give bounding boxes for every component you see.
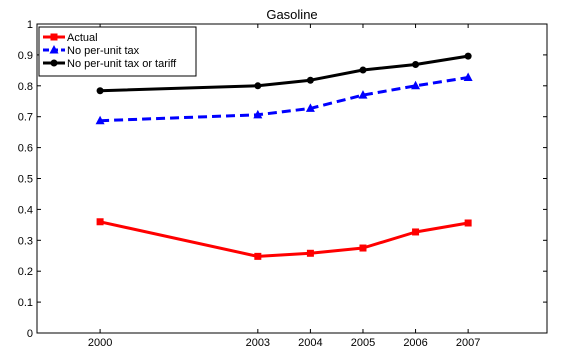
series-1 [95, 72, 473, 125]
data-point [464, 219, 472, 227]
y-tick-label: 0 [27, 328, 33, 340]
y-tick-label: 0.5 [18, 174, 33, 186]
series-0 [96, 218, 472, 260]
data-point [96, 218, 104, 226]
legend-label: No per-unit tax or tariff [67, 58, 177, 70]
data-point [305, 103, 315, 112]
data-point [464, 52, 472, 60]
x-tick-label: 2004 [298, 337, 322, 349]
data-point [359, 244, 367, 252]
y-tick-label: 0.6 [18, 143, 33, 155]
data-point [254, 252, 262, 260]
legend-marker [50, 59, 58, 67]
legend-item: Actual [43, 32, 98, 44]
series-2 [96, 52, 472, 95]
y-tick-label: 0.8 [18, 81, 33, 93]
series-layer [95, 52, 473, 260]
data-point [359, 66, 367, 74]
data-point [358, 90, 368, 99]
legend-box [38, 26, 197, 77]
data-point [306, 76, 314, 84]
data-point [253, 109, 263, 119]
chart-title: Gasoline [266, 7, 317, 22]
y-tick-label: 0.2 [18, 266, 33, 278]
data-point [412, 60, 420, 68]
x-tick-label: 2006 [403, 337, 427, 349]
legend-item: No per-unit tax or tariff [43, 58, 177, 70]
x-tick-label: 2000 [88, 337, 112, 349]
x-tick-label: 2007 [456, 337, 480, 349]
data-point [412, 228, 420, 236]
legend-label: Actual [67, 32, 98, 44]
data-point [463, 72, 473, 81]
y-tick-label: 0.3 [18, 235, 33, 247]
axes: 0 0.1 0.2 0.3 0.4 0.5 0.6 0.7 0.8 0.9 1 2000 2003 200… [18, 19, 547, 349]
y-tick-label: 0.1 [18, 297, 33, 309]
legend-marker [49, 45, 59, 54]
data-point [254, 82, 262, 90]
legend-label: No per-unit tax [67, 45, 140, 57]
legend-marker [50, 33, 58, 41]
series-line [100, 54, 469, 93]
series-line [100, 76, 469, 123]
y-tick-label: 0.4 [18, 204, 33, 216]
series-line [99, 220, 469, 258]
x-tick-label: 2005 [351, 337, 375, 349]
y-tick-label: 1 [27, 19, 33, 31]
data-point [95, 115, 105, 125]
legend-item: No per-unit tax [43, 45, 140, 57]
x-tick-label: 2003 [246, 337, 270, 349]
y-tick-label: 0.7 [18, 112, 33, 124]
y-tick-label: 0.9 [18, 50, 33, 62]
data-point [96, 87, 104, 95]
data-point [306, 249, 314, 257]
data-point [411, 80, 421, 90]
